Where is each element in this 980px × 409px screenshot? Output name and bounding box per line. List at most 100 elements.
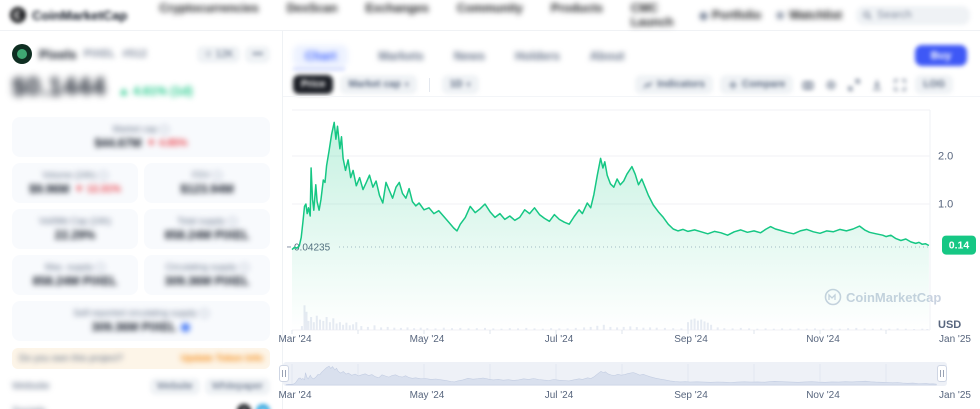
coinmarketcap-logo-icon bbox=[10, 7, 26, 23]
tab-holders[interactable]: Holders bbox=[515, 49, 560, 63]
website-row: Website Website Whitepaper bbox=[12, 377, 270, 395]
verified-icon bbox=[181, 322, 191, 332]
info-icon bbox=[239, 262, 249, 272]
tab-chart[interactable]: Chart bbox=[293, 45, 349, 67]
coinmarketcap-logo[interactable]: CoinMarketCap bbox=[10, 7, 127, 23]
scrubber-left-handle[interactable] bbox=[279, 365, 289, 382]
coin-ticker: PIXEL bbox=[83, 48, 116, 60]
expand-icon[interactable] bbox=[846, 77, 862, 93]
info-icon bbox=[96, 262, 106, 272]
y-axis-unit-label: USD bbox=[938, 319, 961, 331]
x-axis-label: Jul '24 bbox=[544, 334, 574, 345]
tab-about[interactable]: About bbox=[589, 49, 625, 63]
download-icon[interactable] bbox=[869, 77, 885, 93]
coin-page-tabs: Chart Markets News Holders About bbox=[293, 45, 624, 67]
update-token-info-banner: Do you own this project? Update Token In… bbox=[12, 348, 270, 369]
chart-x-axis: Mar '24 May '24 Jul '24 Sep '24 Nov '24 Jan '… bbox=[278, 334, 980, 346]
x-axis-label: Mar '24 bbox=[278, 334, 312, 345]
compare-icon bbox=[728, 80, 737, 89]
nav-item-community[interactable]: Community bbox=[456, 1, 523, 15]
x-axis-label: May '24 bbox=[409, 390, 445, 401]
nav-item-cmc-launch[interactable]: CMC Launch bbox=[630, 1, 674, 29]
range-scrubber-chart[interactable] bbox=[283, 362, 947, 386]
update-token-info-link[interactable]: Update Token Info bbox=[180, 353, 263, 364]
y-axis-label: 1.0 bbox=[938, 199, 953, 211]
info-icon bbox=[227, 216, 237, 226]
chevron-down-icon: ▾ bbox=[404, 80, 409, 89]
nav-item-exchanges[interactable]: Exchanges bbox=[365, 1, 429, 15]
fullscreen-icon[interactable] bbox=[892, 77, 908, 93]
x-twitter-icon[interactable]: X bbox=[237, 404, 251, 409]
telegram-icon[interactable] bbox=[256, 404, 270, 409]
divider bbox=[428, 77, 430, 92]
coin-price: $0.1444 bbox=[12, 73, 106, 101]
indicators-button[interactable]: Indicators bbox=[635, 75, 713, 94]
settings-gear-icon[interactable] bbox=[823, 77, 839, 93]
interval-dropdown[interactable]: 1D ▾ bbox=[441, 75, 479, 94]
x-axis-label: Nov '24 bbox=[806, 390, 840, 401]
price-metric-button[interactable]: Price bbox=[293, 75, 334, 94]
scrubber-right-handle[interactable] bbox=[937, 365, 947, 382]
info-icon bbox=[213, 170, 222, 180]
socials-row: Socials X bbox=[12, 403, 270, 409]
top-nav-bar: CoinMarketCap Cryptocurrencies DexScan E… bbox=[0, 0, 980, 31]
info-icon bbox=[160, 124, 170, 134]
x-axis-label: May '24 bbox=[409, 334, 445, 345]
stat-total-supply: Total supply 858.24M PIXEL bbox=[144, 209, 270, 249]
info-icon bbox=[98, 170, 108, 180]
x-axis-label: Mar '24 bbox=[278, 390, 312, 401]
portfolio-link[interactable]: ◆ Portfolio bbox=[699, 8, 762, 22]
stat-circulating-supply: Circulating supply 309.36M PIXEL bbox=[144, 255, 270, 295]
coin-name: Pixels bbox=[39, 46, 77, 62]
coin-sidebar: Pixels PIXEL #512 ☆ 12K ••• $0.1444 ▲ 4.… bbox=[0, 31, 283, 409]
brand-name: CoinMarketCap bbox=[32, 7, 128, 23]
scrubber-x-axis: Mar '24 May '24 Jul '24 Sep '24 Nov '24 Jan '… bbox=[278, 390, 980, 402]
stat-fdv: FDV $123.94M bbox=[144, 163, 270, 203]
coin-rank-badge: #512 bbox=[122, 48, 147, 60]
stat-self-reported-supply: Self-reported circulating supply 309.36M… bbox=[12, 301, 270, 341]
stat-market-cap: Market cap $44.67M ▼ 4.85% bbox=[12, 117, 270, 157]
chevron-down-icon: ▾ bbox=[466, 80, 471, 89]
info-icon bbox=[199, 308, 209, 318]
camera-snapshot-icon[interactable] bbox=[800, 77, 816, 93]
main-nav: Cryptocurrencies DexScan Exchanges Commu… bbox=[159, 1, 699, 29]
indicators-icon bbox=[643, 81, 653, 88]
current-price-badge: 0.14 bbox=[942, 235, 976, 255]
nav-item-products[interactable]: Products bbox=[550, 1, 603, 15]
log-scale-toggle[interactable]: LOG bbox=[915, 75, 953, 94]
svg-text:0.14: 0.14 bbox=[949, 240, 970, 252]
active-tab-underline bbox=[293, 68, 345, 70]
x-axis-label: Jan '25 bbox=[939, 390, 971, 401]
tab-news[interactable]: News bbox=[453, 49, 486, 63]
x-axis-label: Jul '24 bbox=[544, 390, 574, 401]
chart-controls: Price Market cap ▾ 1D ▾ Indicators Compa… bbox=[293, 75, 953, 94]
buy-button[interactable]: Buy bbox=[915, 45, 967, 66]
star-icon: ★ bbox=[775, 9, 786, 22]
x-axis-label: Jan '25 bbox=[939, 334, 971, 345]
coin-logo bbox=[12, 44, 32, 64]
tab-markets[interactable]: Markets bbox=[378, 49, 424, 63]
whitepaper-button[interactable]: Whitepaper bbox=[204, 377, 270, 395]
stat-max-supply: Max. supply 858.24M PIXEL bbox=[12, 255, 138, 295]
search-input[interactable]: Search bbox=[856, 5, 970, 25]
website-button[interactable]: Website bbox=[149, 377, 200, 395]
diamond-icon: ◆ bbox=[699, 9, 708, 22]
nav-item-cryptocurrencies[interactable]: Cryptocurrencies bbox=[159, 1, 259, 15]
x-axis-label: Sep '24 bbox=[674, 390, 708, 401]
compare-button[interactable]: Compare bbox=[719, 75, 794, 94]
x-axis-label: Nov '24 bbox=[806, 334, 840, 345]
divider bbox=[283, 96, 980, 97]
more-options-button[interactable]: ••• bbox=[245, 45, 270, 63]
search-icon bbox=[863, 10, 872, 20]
add-watchlist-button[interactable]: ☆ 12K bbox=[196, 45, 241, 63]
y-axis-label: 2.0 bbox=[938, 151, 953, 163]
price-change-24h: ▲ 4.61% (1d) bbox=[117, 84, 193, 98]
stat-vol-mkt-cap: Vol/Mkt Cap (24h) 22.29% bbox=[12, 209, 138, 249]
market-cap-metric-dropdown[interactable]: Market cap ▾ bbox=[340, 75, 417, 94]
coin-stats-grid: Market cap $44.67M ▼ 4.85% Volume (24h) $… bbox=[12, 117, 270, 341]
nav-item-dexscan[interactable]: DexScan bbox=[286, 1, 338, 15]
x-axis-label: Sep '24 bbox=[674, 334, 708, 345]
watchlist-link[interactable]: ★ Watchlist bbox=[775, 8, 842, 22]
